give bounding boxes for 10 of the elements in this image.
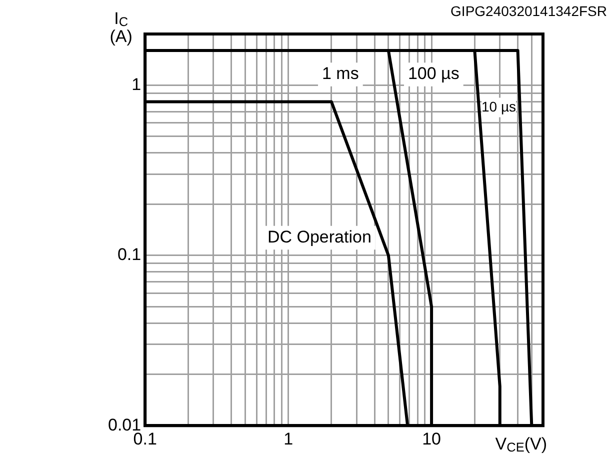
series-label: 10 µs [482,98,516,114]
x-tick-label: 1 [284,429,294,448]
series-label: 1 ms [322,64,359,84]
text: GIPG240320141342FSR [450,3,607,19]
y-tick-label: 1 [132,74,142,94]
series-label: 100 µs [408,64,460,84]
x-tick-label: 0.1 [133,429,157,448]
series-label: DC Operation [267,227,372,246]
x-tick-label: 10 [422,429,442,448]
y-tick-label: 0.1 [117,245,142,264]
